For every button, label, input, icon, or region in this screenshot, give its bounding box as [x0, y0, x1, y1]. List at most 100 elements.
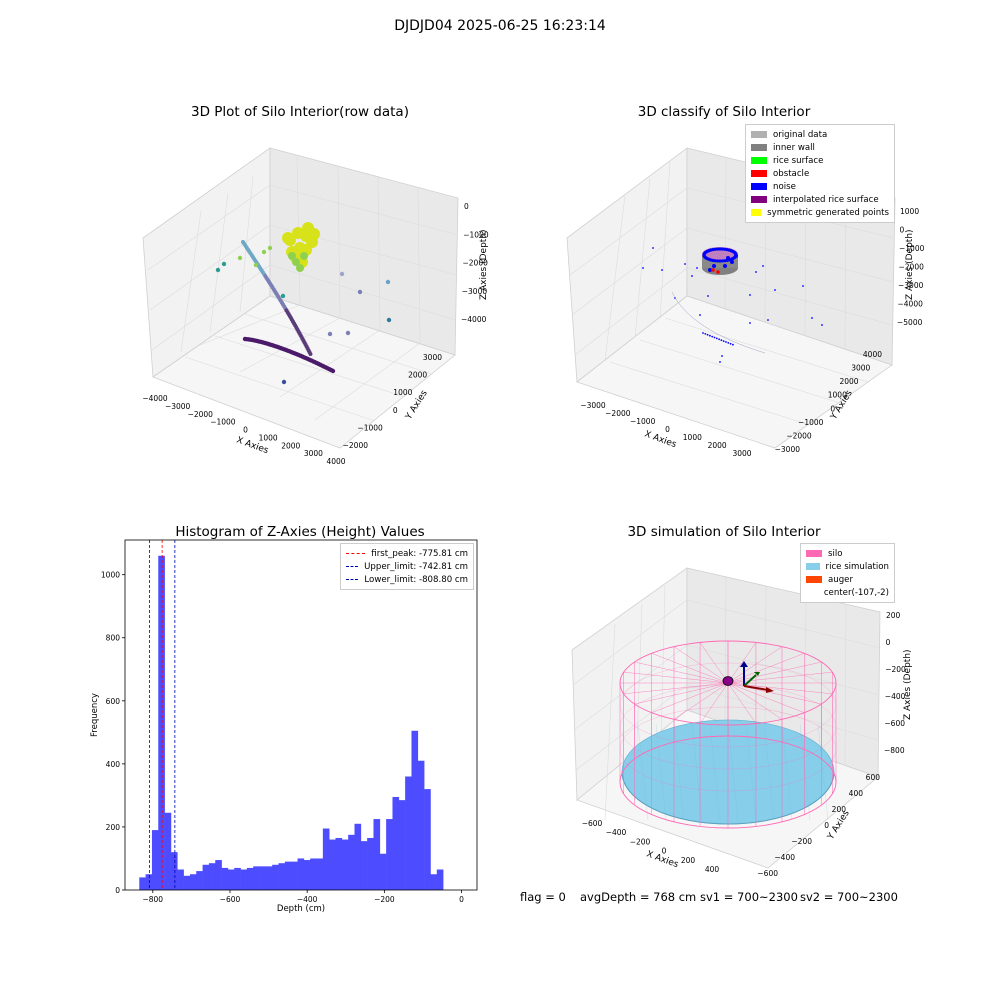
panel2-noise-point: [729, 342, 732, 345]
legend-swatch: [806, 576, 822, 583]
panel1-axes-box: [142, 147, 459, 449]
rice-mesh-line: [673, 723, 685, 821]
panel4-ytick-label: −200: [791, 837, 812, 846]
panel1-ytick-label: 3000: [423, 353, 442, 362]
panel2-ztick-label: −3000: [898, 281, 924, 290]
legend-item-upper-limit: Upper_limit: -742.81 cm: [346, 560, 468, 573]
panel2-noise-point: [720, 339, 723, 342]
panel2-ytick-label: −1000: [798, 418, 824, 427]
panel1-point: [253, 262, 259, 268]
histogram-bar: [379, 853, 387, 890]
panel2-xtick-label: 0: [665, 425, 670, 434]
histogram-bar: [284, 861, 292, 890]
panel2-noise-point: [734, 254, 738, 258]
panel4-xtick-label: −200: [630, 837, 651, 846]
panel2-noise-point: [732, 343, 734, 346]
panel2-noise-point: [727, 342, 730, 344]
panel2-noise-point: [709, 334, 711, 337]
panel1-ytick-label: 2000: [408, 371, 427, 380]
panel4-ytick-label: 200: [832, 805, 847, 814]
panel2-noise-point: [774, 289, 776, 291]
panel2-noise-point: [711, 335, 714, 338]
histogram-bar: [430, 874, 438, 890]
panel2-ztick-label: −5000: [897, 318, 923, 327]
legend-item-rice-simulation: rice simulation: [806, 560, 889, 573]
silo-roof-line: [634, 661, 729, 684]
panel1-point: [237, 255, 243, 261]
panel2-ytick-label: 0: [830, 404, 835, 413]
panel1-point: [302, 222, 314, 234]
panel2-noise-point: [715, 337, 718, 340]
panel1-xtick-label: 3000: [304, 449, 323, 458]
silo-roof-line: [699, 682, 729, 724]
legend-item-inner-wall: inner wall: [751, 141, 889, 154]
histogram-bar: [221, 867, 229, 890]
silo-roof-line: [623, 682, 729, 695]
panel2-ztick-label: 0: [900, 226, 905, 235]
panel1-xtick-label: −2000: [188, 410, 214, 419]
histogram-bar: [215, 860, 222, 890]
histogram-legend: first_peak: -775.81 cm Upper_limit: -742…: [340, 543, 474, 590]
panel1-xtick-label: −3000: [165, 402, 191, 411]
panel4-scene: [619, 640, 837, 829]
panel1-3d-plot: −4000−3000−2000−100001000200030004000−20…: [142, 147, 489, 466]
histogram-bar: [341, 839, 349, 890]
legend-swatch: [751, 144, 767, 151]
histogram-bar: [297, 858, 305, 890]
panel4-ztick-label: 0: [886, 638, 891, 647]
panel1-point: [267, 245, 273, 251]
panel2-noise-point: [661, 269, 663, 271]
histogram-bar: [291, 861, 298, 890]
panel2-xtick-label: 3000: [732, 449, 751, 458]
panel1-point: [280, 293, 286, 299]
panel2-noise-point: [767, 319, 769, 321]
center-axis-z-head: [740, 661, 748, 667]
histogram-ytick-label: 200: [106, 823, 121, 832]
panel2-ytick-label: 2000: [839, 377, 858, 386]
histogram-bar: [373, 819, 381, 890]
footer-sv1: sv1 = 700~2300: [700, 890, 798, 904]
silo-roof-line: [634, 682, 729, 705]
histogram-ytick-label: 1000: [101, 571, 120, 580]
histogram-bar: [196, 871, 203, 890]
histogram-bars: [139, 555, 444, 890]
panel2-title: 3D classify of Silo Interior: [637, 104, 811, 120]
rice-mesh-line: [799, 723, 811, 821]
center-axis-x-head: [766, 687, 774, 693]
panel2-ytick-label: 4000: [863, 350, 882, 359]
rice-mesh-line: [781, 723, 793, 821]
auger-marker: [722, 676, 734, 686]
histogram-ytick-label: 400: [106, 760, 121, 769]
histogram-bar: [183, 875, 191, 890]
panel2-ztick-label: −1000: [899, 244, 925, 253]
panel4-xtick-label: −400: [606, 828, 627, 837]
rice-mesh-line: [817, 723, 829, 821]
histogram-bar: [417, 760, 425, 890]
histogram-xtick-label: 0: [459, 895, 464, 904]
silo-roof-line: [727, 682, 757, 724]
panel2-noise-point: [718, 259, 722, 263]
histogram-ytick-label: 600: [106, 697, 121, 706]
histogram-bar: [335, 837, 343, 890]
panel2-ztick-label: −2000: [899, 263, 925, 272]
legend-swatch: [806, 589, 818, 596]
histogram-bar: [436, 869, 444, 890]
panel1-ztick-label: 0: [464, 202, 469, 211]
legend-swatch: [806, 563, 820, 570]
panel1-xtick-label: −1000: [210, 418, 236, 427]
panel4-ztick-label: 200: [886, 611, 901, 620]
panel1-ytick-label: 0: [393, 406, 398, 415]
panel1-point: [385, 279, 391, 285]
histogram-bar: [405, 776, 412, 890]
histogram-xlabel: Depth (cm): [277, 904, 325, 914]
center-axis-y: [743, 674, 757, 687]
histogram-bar: [303, 860, 311, 890]
panel1-xtick-label: −4000: [142, 394, 168, 403]
panel1-point: [261, 249, 267, 255]
histogram-bar: [202, 864, 210, 890]
panel2-noise-point: [755, 271, 757, 273]
panel2-noise-point: [719, 361, 721, 363]
histogram-ytick-label: 800: [106, 634, 121, 643]
legend-swatch: [751, 170, 767, 177]
